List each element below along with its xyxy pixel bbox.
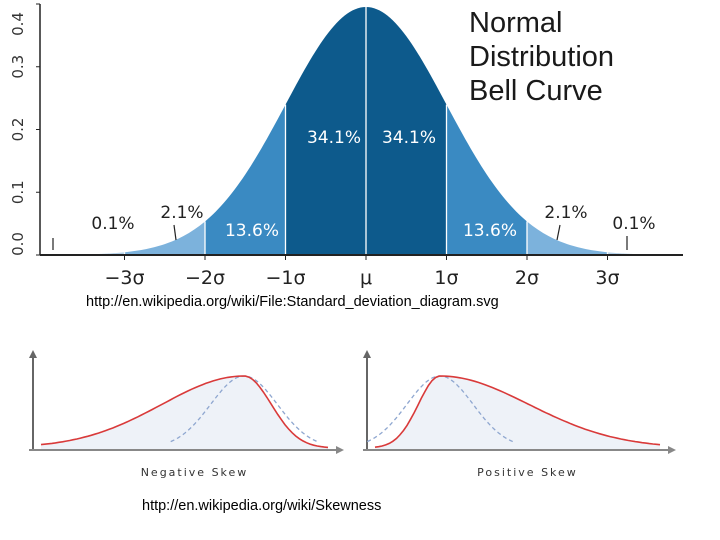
skewed-density-curve: [40, 375, 329, 449]
y-tick-label-4: 0.4: [9, 12, 27, 36]
positive-skew-chart: Positive Skew: [363, 350, 676, 479]
percent-labels: 0.1% 2.1% 13.6% 34.1% 34.1% 13.6% 2.1% 0.1%: [52, 128, 656, 250]
title-line-3: Bell Curve: [469, 75, 603, 107]
y-tick-label-0: 0.0: [9, 232, 27, 256]
skew-y-arrowhead: [29, 350, 37, 358]
skew-fill-area: [375, 376, 660, 450]
y-tick-labels: 0.0 0.1 0.2 0.3 0.4: [9, 12, 27, 256]
x-tick-label-0: −3σ: [104, 267, 144, 289]
y-tick-label-1: 0.1: [9, 180, 27, 204]
skew-chart-title: Negative Skew: [141, 466, 249, 479]
sigma-dividers: [123, 7, 609, 255]
percent-label-6: 2.1%: [544, 203, 587, 223]
skewed-density-curve: [374, 375, 661, 448]
normal-distribution-chart: 0.0 0.1 0.2 0.3 0.4 −3σ −2σ −1σ μ 1σ 2σ 3σ 0.1% 2.1…: [9, 3, 683, 289]
skew-chart-title: Positive Skew: [477, 466, 578, 479]
percent-label-2: 13.6%: [225, 221, 279, 241]
x-tick-label-6: 3σ: [595, 267, 619, 289]
percent-label-0: 0.1%: [91, 214, 134, 234]
skew-y-arrowhead: [363, 350, 371, 358]
negative-skew-chart: Negative Skew: [29, 350, 344, 479]
title-line-2: Distribution: [469, 41, 615, 73]
x-tick-label-3: μ: [360, 267, 372, 289]
percent-leader-1: [173, 224, 177, 241]
x-tick-label-2: −1σ: [265, 267, 305, 289]
percent-label-3: 34.1%: [307, 128, 361, 148]
x-tick-labels: −3σ −2σ −1σ μ 1σ 2σ 3σ: [104, 267, 619, 289]
percent-label-1: 2.1%: [160, 203, 203, 223]
skew-x-arrowhead: [668, 446, 676, 454]
skew-fill-area: [41, 376, 328, 450]
x-tick-label-1: −2σ: [185, 267, 225, 289]
percent-label-4: 34.1%: [382, 128, 436, 148]
percent-label-5: 13.6%: [463, 221, 517, 241]
title-line-1: Normal: [469, 7, 563, 39]
band-area-6: [527, 221, 608, 255]
skew-source-caption: http://en.wikipedia.org/wiki/Skewness: [142, 498, 382, 514]
band-area-5: [446, 104, 527, 255]
x-tick-label-4: 1σ: [434, 267, 458, 289]
x-tick-label-5: 2σ: [515, 267, 539, 289]
chart-axes: [36, 3, 683, 260]
y-tick-label-2: 0.2: [9, 118, 27, 142]
percent-label-7: 0.1%: [612, 214, 655, 234]
band-area-2: [205, 104, 286, 255]
normal-source-caption: http://en.wikipedia.org/wiki/File:Standa…: [86, 294, 499, 310]
percent-leader-6: [556, 224, 561, 241]
band-areas: [84, 7, 648, 255]
y-tick-label-3: 0.3: [9, 55, 27, 79]
band-area-4: [366, 7, 447, 255]
band-area-3: [285, 7, 366, 255]
slide-title: Normal Distribution Bell Curve: [469, 6, 669, 108]
skew-x-arrowhead: [336, 446, 344, 454]
band-area-1: [124, 221, 205, 255]
